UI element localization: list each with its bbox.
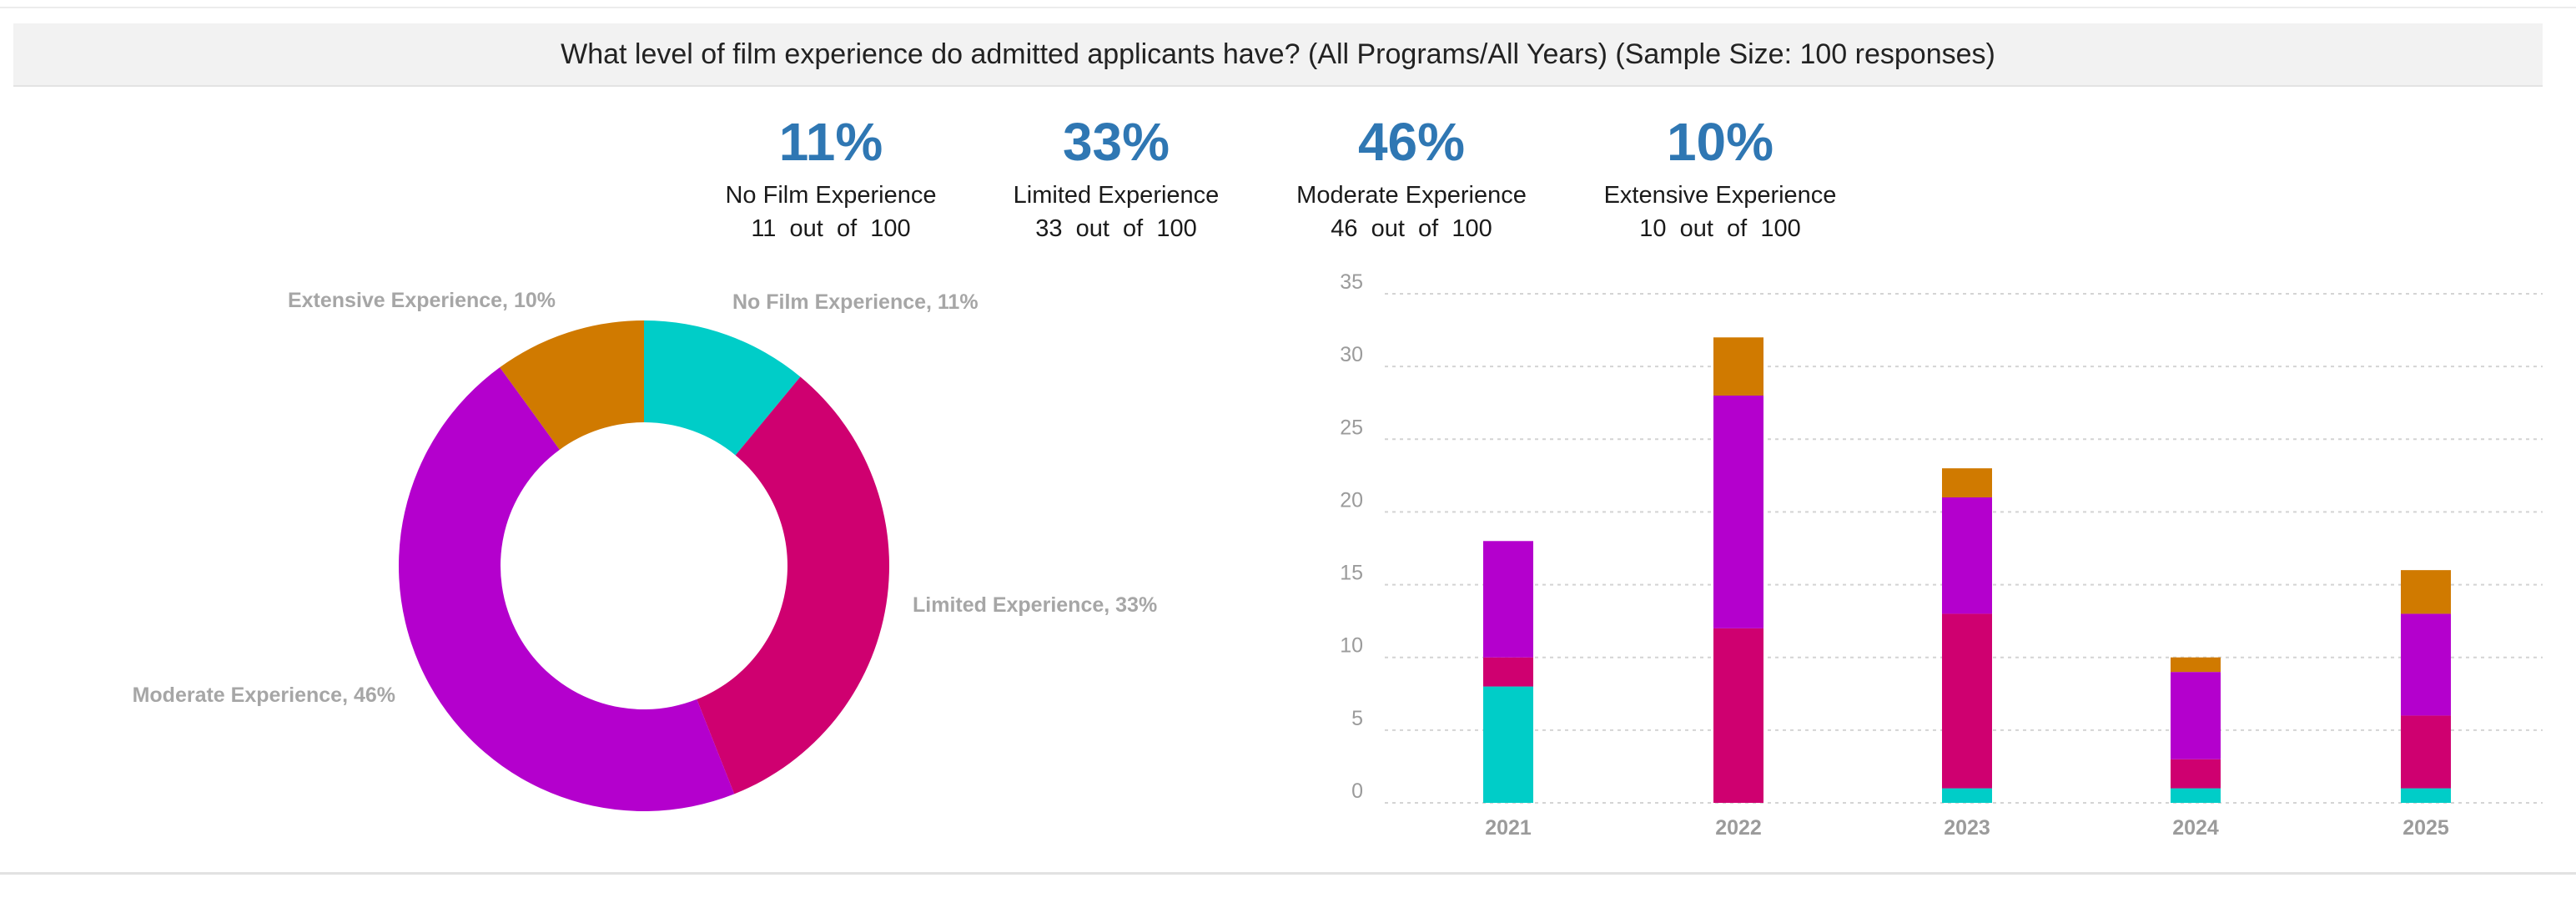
stat-percent: 33% [1062,112,1170,172]
donut-label-limited-experience: Limited Experience, 33% [913,593,1157,617]
stat-label: Extensive Experience [1603,182,1837,209]
bar-segment-2023-limited-experience [1942,613,1992,789]
stat-count: 33 out of 100 [1035,215,1197,242]
stat-moderate: 46% Moderate Experience 46 out of 100 [1270,108,1553,245]
bar-segment-2024-no-film-experience [2171,788,2221,803]
bar-segment-2024-extensive-experience [2171,657,2221,673]
y-tick-label: 0 [1351,779,1363,803]
y-tick-label: 20 [1340,488,1363,512]
bar-segment-2021-moderate-experience [1483,541,1533,658]
donut-label-no-film-experience: No Film Experience, 11% [732,290,979,314]
bar-segment-2022-moderate-experience [1713,396,1763,628]
x-tick-label: 2025 [2402,816,2449,840]
stat-count: 46 out of 100 [1331,215,1492,242]
chart-title: What level of film experience do admitte… [561,38,1995,70]
y-tick-label: 15 [1340,562,1363,585]
stat-percent: 46% [1357,112,1466,172]
donut-slice-limited-experience [697,376,889,795]
bar-segment-2025-extensive-experience [2401,570,2451,614]
title-bar: What level of film experience do admitte… [13,23,2543,87]
stat-limited: 33% Limited Experience 33 out of 100 [974,108,1258,245]
bar-segment-2025-limited-experience [2401,715,2451,789]
chart-panel [0,7,2576,875]
y-tick-label: 10 [1340,634,1363,658]
stat-extensive: 10% Extensive Experience 10 out of 100 [1578,108,1862,245]
bar-segment-2025-moderate-experience [2401,613,2451,716]
donut-slice-moderate-experience [399,367,735,812]
bar-segment-2022-extensive-experience [1713,337,1763,396]
stat-percent: 10% [1666,112,1774,172]
y-tick-label: 35 [1340,270,1363,294]
bar-segment-2024-moderate-experience [2171,672,2221,759]
x-tick-label: 2022 [1715,816,1762,840]
bar-segment-2025-no-film-experience [2401,788,2451,803]
bar-segment-2024-limited-experience [2171,759,2221,789]
stat-label: Limited Experience [1013,182,1220,209]
y-tick-label: 5 [1351,707,1363,730]
stat-count: 10 out of 100 [1639,215,1801,242]
donut-slice-extensive-experience [500,320,644,450]
donut-label-extensive-experience: Extensive Experience, 10% [288,289,556,312]
bar-segment-2023-no-film-experience [1942,788,1992,803]
donut-label-moderate-experience: Moderate Experience, 46% [133,684,395,707]
bar-segment-2023-extensive-experience [1942,468,1992,497]
bar-segment-2022-limited-experience [1713,628,1763,803]
x-tick-label: 2024 [2172,816,2219,840]
y-tick-label: 30 [1340,343,1363,366]
stat-no-film: 11% No Film Experience 11 out of 100 [689,108,973,245]
x-tick-label: 2023 [1944,816,1990,840]
bar-segment-2021-limited-experience [1483,657,1533,687]
stat-label: Moderate Experience [1296,182,1527,209]
bar-segment-2021-no-film-experience [1483,686,1533,803]
stat-percent: 11% [778,112,883,172]
stat-label: No Film Experience [725,182,937,209]
y-tick-label: 25 [1340,416,1363,439]
x-tick-label: 2021 [1485,816,1532,840]
donut-slice-no-film-experience [644,320,801,456]
bar-segment-2023-moderate-experience [1942,497,1992,614]
stat-count: 11 out of 100 [751,215,911,242]
